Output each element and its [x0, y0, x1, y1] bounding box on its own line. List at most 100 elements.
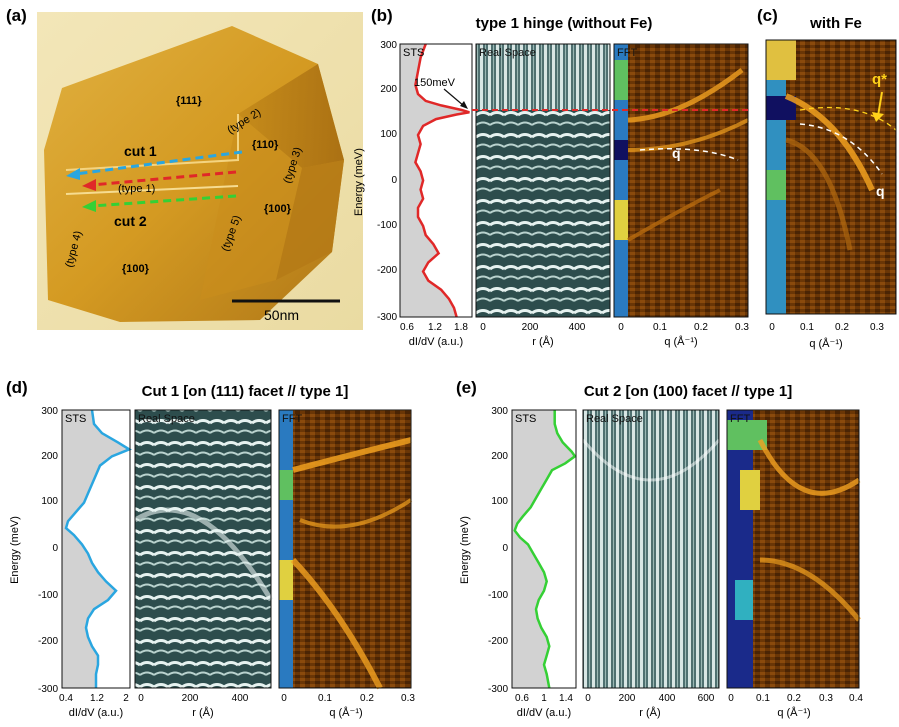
panel-b-150mev-arrow — [443, 88, 465, 107]
svg-text:0.2: 0.2 — [835, 322, 849, 333]
panel-b-real-xlabel: r (Å) — [532, 335, 553, 348]
type1-label: (type 1) — [118, 183, 155, 195]
svg-text:0.6: 0.6 — [400, 322, 414, 333]
svg-text:0.3: 0.3 — [819, 693, 833, 704]
panel-a-label: (a) — [6, 6, 27, 25]
panel-b-fft: FFT q — [613, 43, 749, 318]
panel-e-sts: STS — [511, 409, 577, 689]
svg-text:2: 2 — [123, 693, 129, 704]
panel-e-fft: FFT — [726, 409, 861, 689]
panel-e-title: Cut 2 [on (100) facet // type 1] — [584, 383, 792, 400]
panel-d-sts-curve — [64, 409, 132, 688]
svg-text:0.3: 0.3 — [735, 322, 749, 333]
panel-b-real-xticks: 0 200 400 — [480, 322, 586, 333]
svg-text:200: 200 — [182, 693, 199, 704]
svg-text:1: 1 — [541, 693, 547, 704]
panel-c-xlabel: q (Å⁻¹) — [809, 337, 842, 350]
panel-d-sts-fill — [62, 410, 130, 688]
panel-e-real-xticks: 0 200 400 600 — [585, 693, 715, 704]
svg-text:1.4: 1.4 — [559, 693, 573, 704]
svg-text:300: 300 — [41, 406, 58, 417]
svg-text:0: 0 — [618, 322, 624, 333]
panel-d-title: Cut 1 [on (111) facet // type 1] — [142, 383, 349, 400]
svg-text:0: 0 — [585, 693, 591, 704]
panel-e-label: (e) — [456, 378, 477, 397]
svg-text:200: 200 — [491, 451, 508, 462]
scale-bar-label: 50nm — [264, 307, 299, 323]
svg-text:0.4: 0.4 — [849, 693, 863, 704]
svg-text:0: 0 — [281, 693, 287, 704]
svg-text:0: 0 — [728, 693, 734, 704]
facet-100-right: {100} — [264, 203, 292, 215]
facet-110: {110} — [252, 139, 279, 151]
facet-100-front: {100} — [122, 263, 150, 275]
panel-b-sts-fill — [400, 44, 470, 317]
panel-e-sts-xticks: 0.6 1 1.4 — [515, 693, 573, 704]
panel-b-real-space: Real Space — [475, 43, 611, 318]
panel-d-real-xticks: 0 200 400 — [138, 693, 249, 704]
cut-arrows — [66, 150, 243, 212]
svg-text:400: 400 — [569, 322, 586, 333]
panel-e-yticks: 300 200 100 0 -100 -200 -300 — [488, 406, 508, 695]
panel-b-fft-xticks: 0 0.1 0.2 0.3 — [618, 322, 749, 333]
panel-e-fft-xlabel: q (Å⁻¹) — [777, 706, 810, 719]
panel-b-sts: STS — [399, 43, 473, 318]
panel-e-fft-tag: FFT — [730, 413, 750, 425]
svg-text:0.2: 0.2 — [694, 322, 708, 333]
panel-c-qstar-label: q* — [872, 71, 887, 88]
panel-d-sts: STS — [61, 409, 132, 689]
panel-e-real-tag: Real Space — [586, 413, 643, 425]
svg-text:0.2: 0.2 — [787, 693, 801, 704]
svg-text:300: 300 — [380, 40, 397, 51]
svg-text:200: 200 — [522, 322, 539, 333]
cut1-label: cut 1 — [124, 143, 157, 159]
panel-e-real-space: Real Space — [581, 409, 721, 689]
panel-d-label: (d) — [6, 378, 28, 397]
panel-e-sts-curve — [513, 410, 577, 689]
panel-c-fft: q* q — [765, 39, 897, 315]
panel-d-sts-xlabel: dI/dV (a.u.) — [69, 707, 123, 719]
panel-b-label: (b) — [371, 6, 393, 25]
svg-text:0.3: 0.3 — [401, 693, 415, 704]
svg-text:600: 600 — [698, 693, 715, 704]
panel-c-xticks: 0 0.1 0.2 0.3 — [769, 322, 884, 333]
svg-text:1.2: 1.2 — [90, 693, 104, 704]
facet-111: {111} — [176, 95, 202, 107]
panel-e-real-xlabel: r (Å) — [639, 706, 660, 719]
svg-text:-100: -100 — [38, 590, 58, 601]
panel-b-ylabel: Energy (meV) — [353, 148, 365, 216]
svg-text:1.2: 1.2 — [428, 322, 442, 333]
svg-text:0: 0 — [502, 543, 508, 554]
panel-e-sts-xlabel: dI/dV (a.u.) — [517, 707, 571, 719]
svg-text:-200: -200 — [488, 636, 508, 647]
crystal-image — [44, 26, 344, 322]
panel-d-ylabel: Energy (meV) — [9, 516, 21, 584]
panel-c-q-label: q — [876, 183, 885, 199]
panel-d-fft-tag: FFT — [282, 413, 302, 425]
panel-b-150mev-arrowhead — [460, 101, 468, 109]
panel-d-sts-tag: STS — [65, 413, 86, 425]
svg-text:300: 300 — [491, 406, 508, 417]
svg-text:0.1: 0.1 — [756, 693, 770, 704]
svg-text:0.3: 0.3 — [870, 322, 884, 333]
svg-text:-300: -300 — [488, 684, 508, 695]
svg-text:0: 0 — [138, 693, 144, 704]
panel-d-fft-xticks: 0 0.1 0.2 0.3 — [281, 693, 415, 704]
svg-text:0.1: 0.1 — [653, 322, 667, 333]
panel-b-title: type 1 hinge (without Fe) — [476, 15, 653, 32]
panel-d-yticks: 300 200 100 0 -100 -200 -300 — [38, 406, 58, 695]
panel-b-sts-xticks: 0.6 1.2 1.8 — [400, 322, 468, 333]
panel-d-fft: FFT — [278, 409, 413, 690]
svg-text:0.6: 0.6 — [515, 693, 529, 704]
panel-e-ylabel: Energy (meV) — [459, 516, 471, 584]
panel-b-fft-xlabel: q (Å⁻¹) — [664, 335, 697, 348]
svg-text:-100: -100 — [377, 220, 397, 231]
panel-e-sts-fill — [512, 410, 575, 688]
panel-b-sts-xlabel: dI/dV (a.u.) — [409, 336, 463, 348]
svg-text:-100: -100 — [488, 590, 508, 601]
svg-text:-200: -200 — [38, 636, 58, 647]
svg-text:100: 100 — [491, 496, 508, 507]
svg-text:-200: -200 — [377, 265, 397, 276]
svg-text:-300: -300 — [377, 312, 397, 323]
panel-c-label: (c) — [757, 6, 778, 25]
